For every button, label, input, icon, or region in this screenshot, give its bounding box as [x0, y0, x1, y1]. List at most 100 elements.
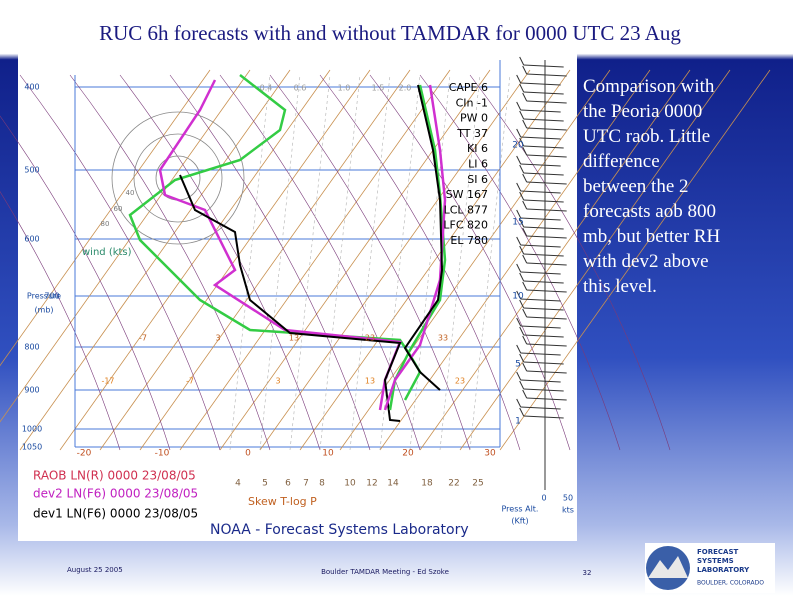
mixing-ratio [439, 74, 481, 451]
barb [520, 82, 561, 86]
barb [520, 298, 561, 302]
legend-entry: dev1 LN(F6) 0000 23/08/05 [33, 507, 198, 521]
pressure-label: 500 [24, 166, 39, 175]
index-value: SW 167 [446, 188, 488, 201]
barb [523, 226, 564, 230]
isotherm [59, 69, 331, 451]
barb [526, 208, 567, 212]
adiabat [19, 74, 221, 451]
barb [520, 406, 561, 410]
mixing-ratio-label: 6 [285, 479, 291, 489]
barb [522, 200, 528, 210]
barb [522, 389, 528, 399]
height-label: 5 [515, 360, 521, 370]
isotherm [179, 69, 451, 451]
barb [526, 154, 567, 158]
adiabat [269, 74, 471, 451]
skewt-labels: 40050060070080090010001050Pressure(mb)CA… [22, 81, 574, 538]
barb [523, 415, 564, 419]
barb [519, 56, 525, 66]
footer-date: August 25 2005 [67, 566, 123, 574]
comment-line: this level. [583, 276, 657, 297]
logo-place: BOULDER, COLORADO [697, 580, 764, 587]
adiabat [469, 74, 671, 451]
legend-entry: dev2 LN(F6) 0000 23/08/05 [33, 487, 198, 501]
comment-line: with dev2 above [583, 251, 709, 272]
page-number: 32 [583, 569, 592, 577]
barb [526, 316, 567, 320]
adiabat [0, 191, 121, 451]
barb [526, 397, 567, 401]
isotherm [379, 69, 651, 451]
isotherm [459, 69, 731, 451]
mixing-ratio [229, 74, 271, 451]
height-label: 10 [512, 292, 524, 302]
ring-label: 40 [126, 189, 135, 197]
top-label: 1.0 [338, 84, 351, 93]
index-value: PW 0 [460, 112, 488, 125]
barb [519, 326, 525, 336]
barb [526, 181, 567, 185]
barb [516, 290, 522, 300]
isotherm [19, 69, 291, 451]
mixing-ratio-label: 5 [262, 479, 268, 489]
barb [522, 65, 528, 75]
pressure-label: 700 [44, 292, 59, 301]
temperature-label: 20 [402, 449, 414, 459]
barb [516, 344, 522, 354]
barb [526, 127, 567, 131]
comment-line: mb, but better RH [583, 226, 720, 247]
skewt-grid [0, 60, 771, 490]
chart-label: Skew T-log P [248, 495, 317, 508]
isotherm [139, 69, 411, 451]
temperature-label: -20 [77, 449, 92, 459]
barb [520, 352, 561, 356]
mixing-ratio-label: 25 [472, 479, 483, 489]
isotherm [219, 69, 491, 451]
barb [523, 91, 564, 95]
press-alt-label: Press Alt. [502, 505, 539, 514]
wind-scale-label: 0 [541, 494, 546, 503]
temperature-label: 0 [245, 449, 251, 459]
pressure-label: 800 [24, 343, 39, 352]
logo-line: LABORATORY [697, 566, 750, 574]
press-alt-label: (Kft) [511, 517, 528, 526]
ring-label: 60 [114, 205, 123, 213]
barb [520, 379, 561, 383]
wind-scale-label: kts [562, 506, 574, 515]
comment-line: the Peoria 0000 [583, 101, 702, 122]
pressure-label: 600 [24, 235, 39, 244]
index-value: TT 37 [456, 127, 488, 140]
barb [519, 272, 525, 282]
barb [516, 236, 522, 246]
pressure-label: 1000 [22, 425, 42, 434]
row-label: 3 [215, 334, 220, 343]
height-label: 1 [515, 417, 521, 427]
barb [522, 335, 528, 345]
barb [522, 92, 528, 102]
row-label: 23 [455, 377, 465, 386]
wind-scale-label: 50 [563, 494, 573, 503]
barb [523, 334, 564, 338]
barb [523, 388, 564, 392]
barb [523, 64, 564, 68]
barb [519, 407, 525, 417]
row-label: 23 [365, 334, 375, 343]
top-label: 0.4 [260, 84, 273, 93]
barb [523, 361, 564, 365]
barb [519, 218, 525, 228]
mixing-ratio-label: 12 [366, 479, 377, 489]
barb [522, 308, 528, 318]
adiabat [0, 115, 171, 451]
mixing-ratio-label: 8 [319, 479, 325, 489]
barb [522, 119, 528, 129]
mixing-ratio [259, 74, 301, 451]
barb [519, 137, 525, 147]
adiabat [219, 74, 421, 451]
footer-meeting: Boulder TAMDAR Meeting - Ed Szoke [321, 568, 449, 576]
barb [519, 245, 525, 255]
isotherm [259, 69, 531, 451]
barb [526, 73, 567, 77]
mixing-ratio-label: 4 [235, 479, 241, 489]
